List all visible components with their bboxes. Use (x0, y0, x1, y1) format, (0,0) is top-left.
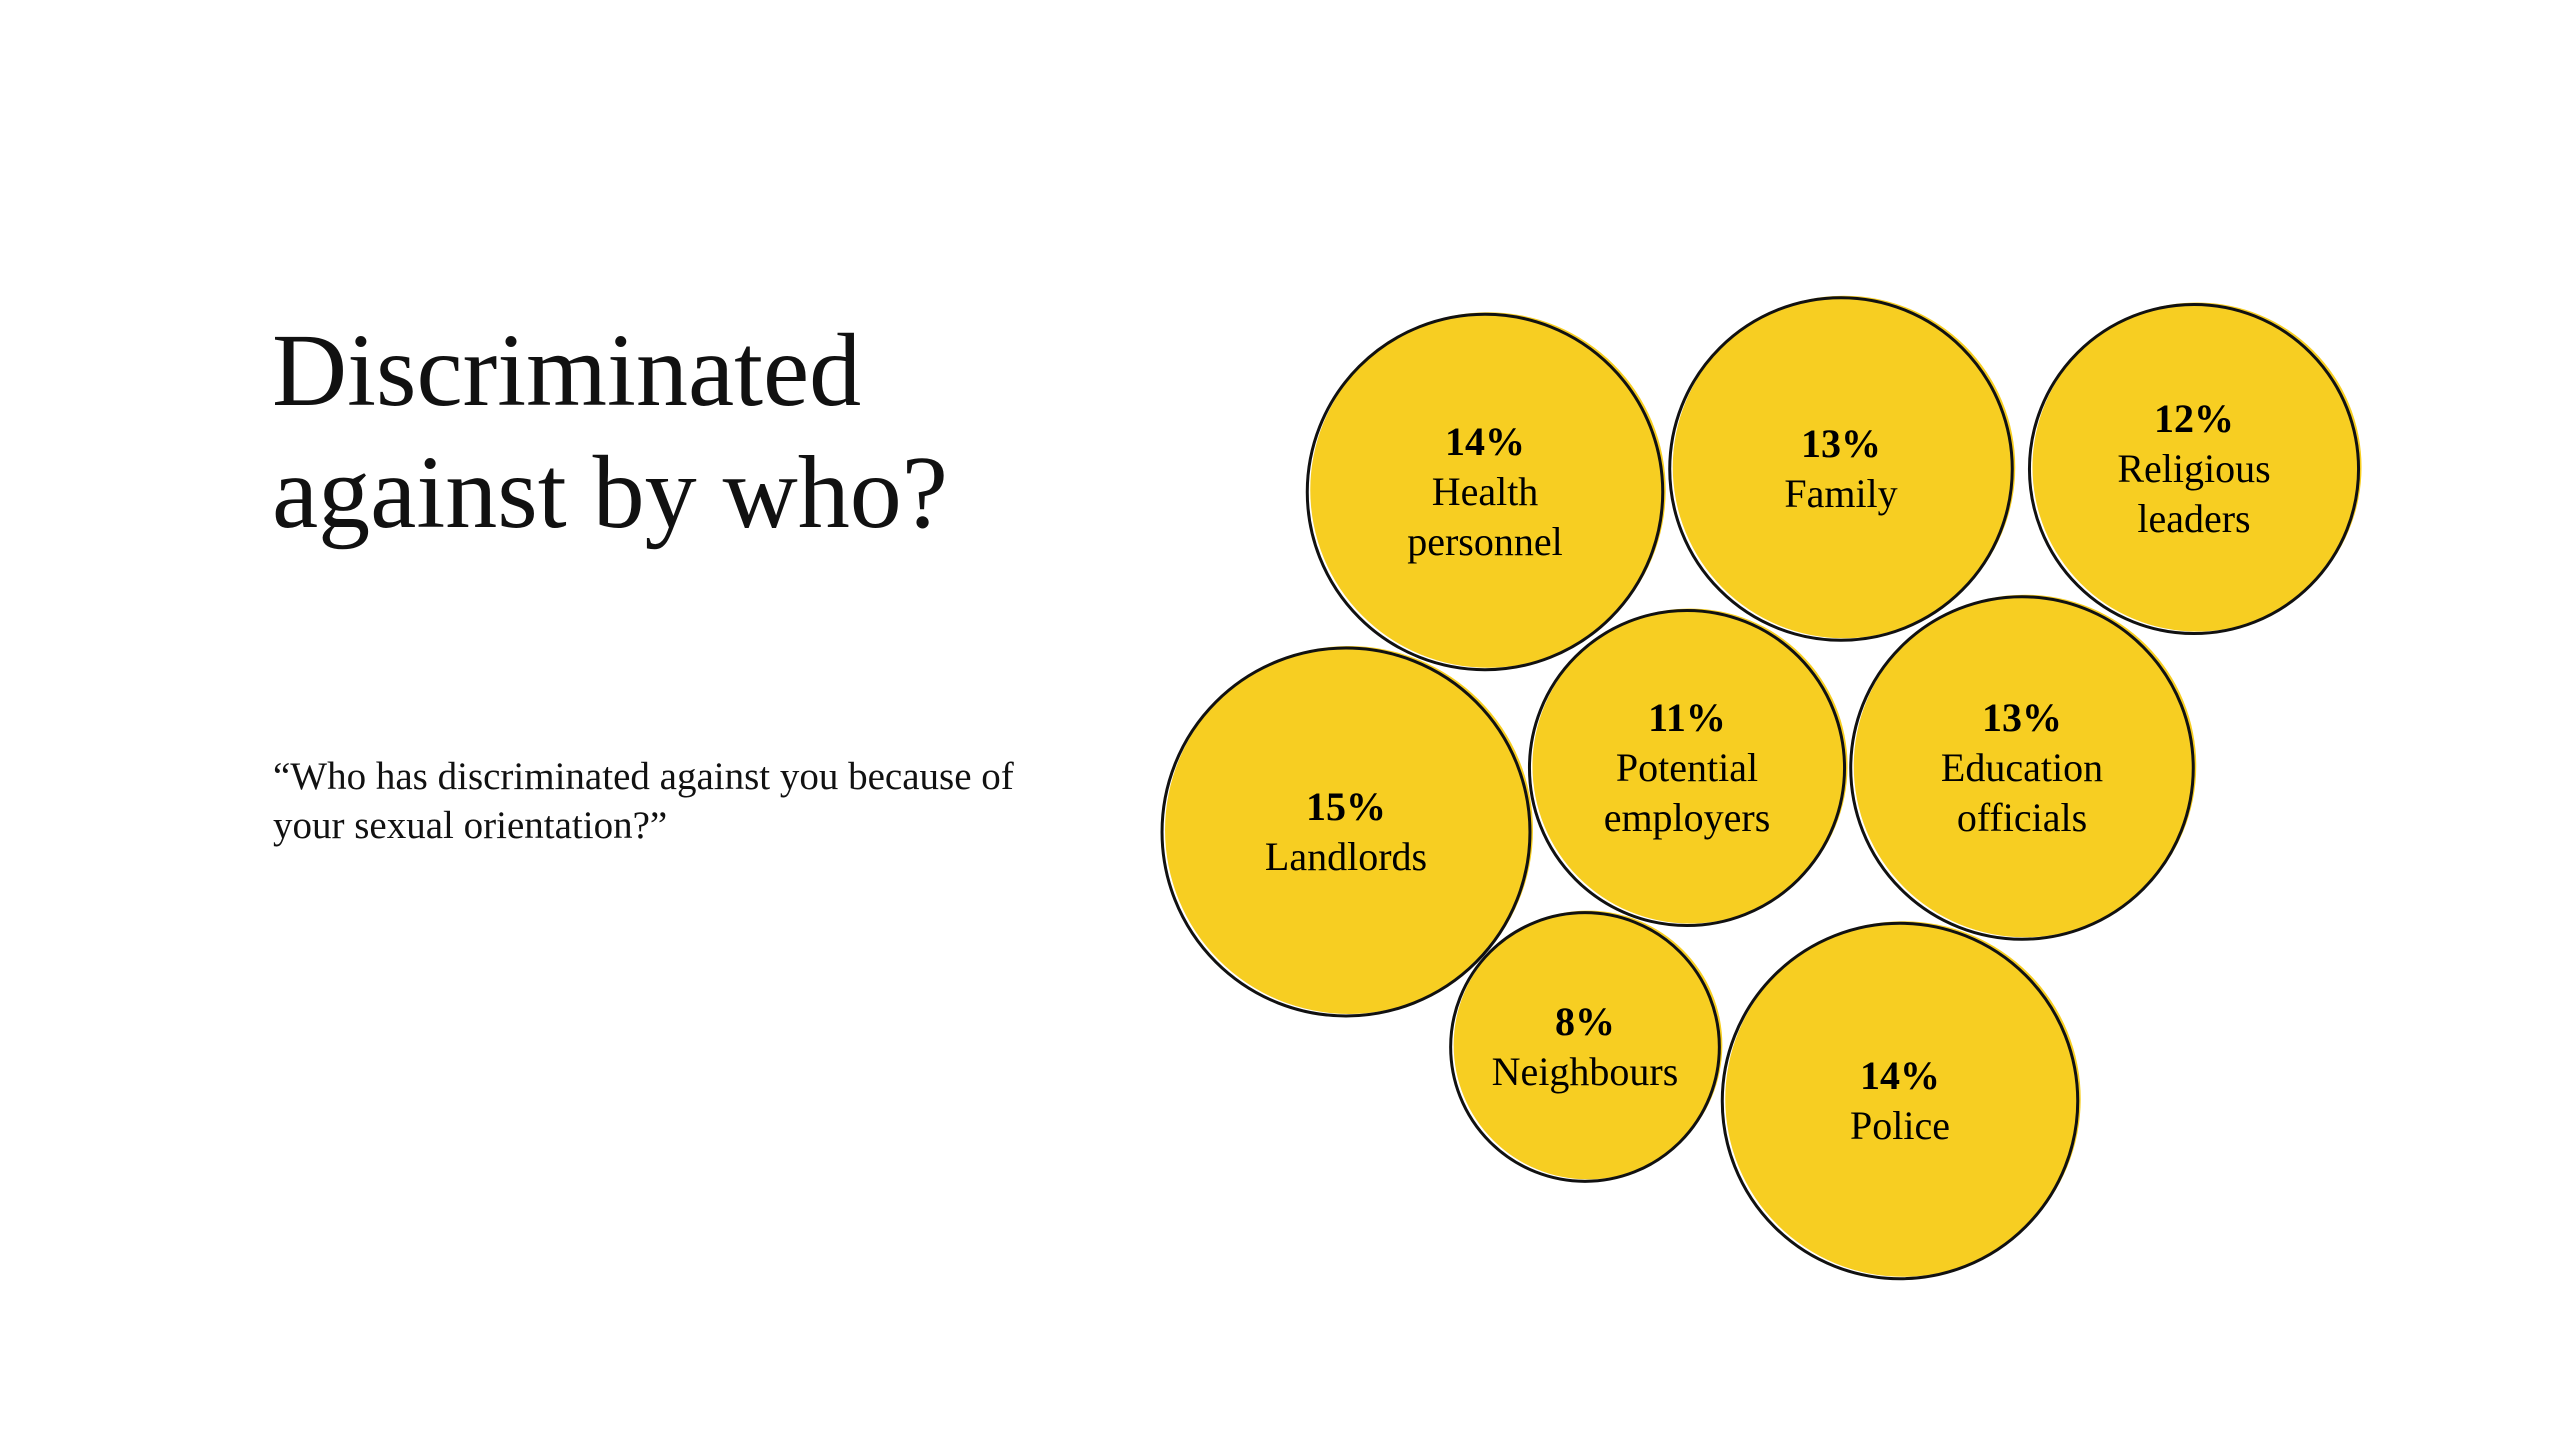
bubble-fill (2032, 302, 2362, 632)
bubble-category-label: Health (1432, 469, 1539, 514)
bubble-education-officials: 13% Education officials (1849, 594, 2197, 941)
bubble-category-label: officials (1957, 795, 2087, 840)
bubble-outline (1668, 296, 2014, 642)
bubble-fill (1310, 312, 1666, 668)
bubble-category-label: employers (1604, 795, 1771, 840)
bubble-category-label: Education (1941, 745, 2103, 790)
bubble-value-label: 11% (1648, 695, 1726, 740)
bubble-outline (1720, 921, 2080, 1281)
bubble-value-label: 14% (1860, 1053, 1940, 1098)
bubble-fill (1165, 646, 1533, 1014)
bubble-outline (1527, 608, 1847, 928)
bubble-potential-employers: 11% Potential employers (1527, 608, 1848, 928)
bubble-neighbours: 8% Neighbours (1449, 910, 1723, 1183)
bubble-outline (1849, 595, 2195, 941)
bubble-category-label: Landlords (1265, 834, 1427, 879)
bubble-category-label: Family (1784, 471, 1897, 516)
bubble-fill (1532, 608, 1848, 924)
bubble-fill (1853, 594, 2197, 938)
bubble-fill (1453, 910, 1723, 1180)
bubble-outline (1449, 911, 1721, 1183)
slide-title: Discriminated against by who? (272, 313, 948, 550)
bubble-outline (1160, 646, 1532, 1018)
bubble-value-label: 15% (1306, 784, 1386, 829)
bubble-outline (1305, 312, 1665, 672)
bubble-category-label: Neighbours (1492, 1049, 1679, 1094)
bubble-value-label: 8% (1555, 999, 1615, 1044)
bubble-category-label: Religious (2117, 446, 2270, 491)
bubble-fill (1725, 921, 2081, 1277)
bubble-religious-leaders: 12% Religious leaders (2027, 302, 2362, 636)
bubble-value-label: 13% (1801, 421, 1881, 466)
bubble-category-label: personnel (1407, 519, 1563, 564)
bubble-value-label: 13% (1982, 695, 2062, 740)
bubble-health-personnel: 14% Health personnel (1305, 312, 1666, 672)
bubble-category-label: Police (1850, 1103, 1950, 1148)
bubble-fill (1672, 295, 2016, 639)
bubble-family: 13% Family (1668, 295, 2016, 642)
bubble-outline (2027, 302, 2361, 636)
bubble-category-label: Potential (1616, 745, 1758, 790)
bubble-value-label: 12% (2154, 396, 2234, 441)
bubble-value-label: 14% (1445, 419, 1525, 464)
bubble-police: 14% Police (1720, 921, 2081, 1281)
survey-question: “Who has discriminated against you becau… (273, 755, 1014, 847)
bubble-category-label: leaders (2137, 496, 2250, 541)
bubble-landlords: 15% Landlords (1160, 646, 1533, 1018)
